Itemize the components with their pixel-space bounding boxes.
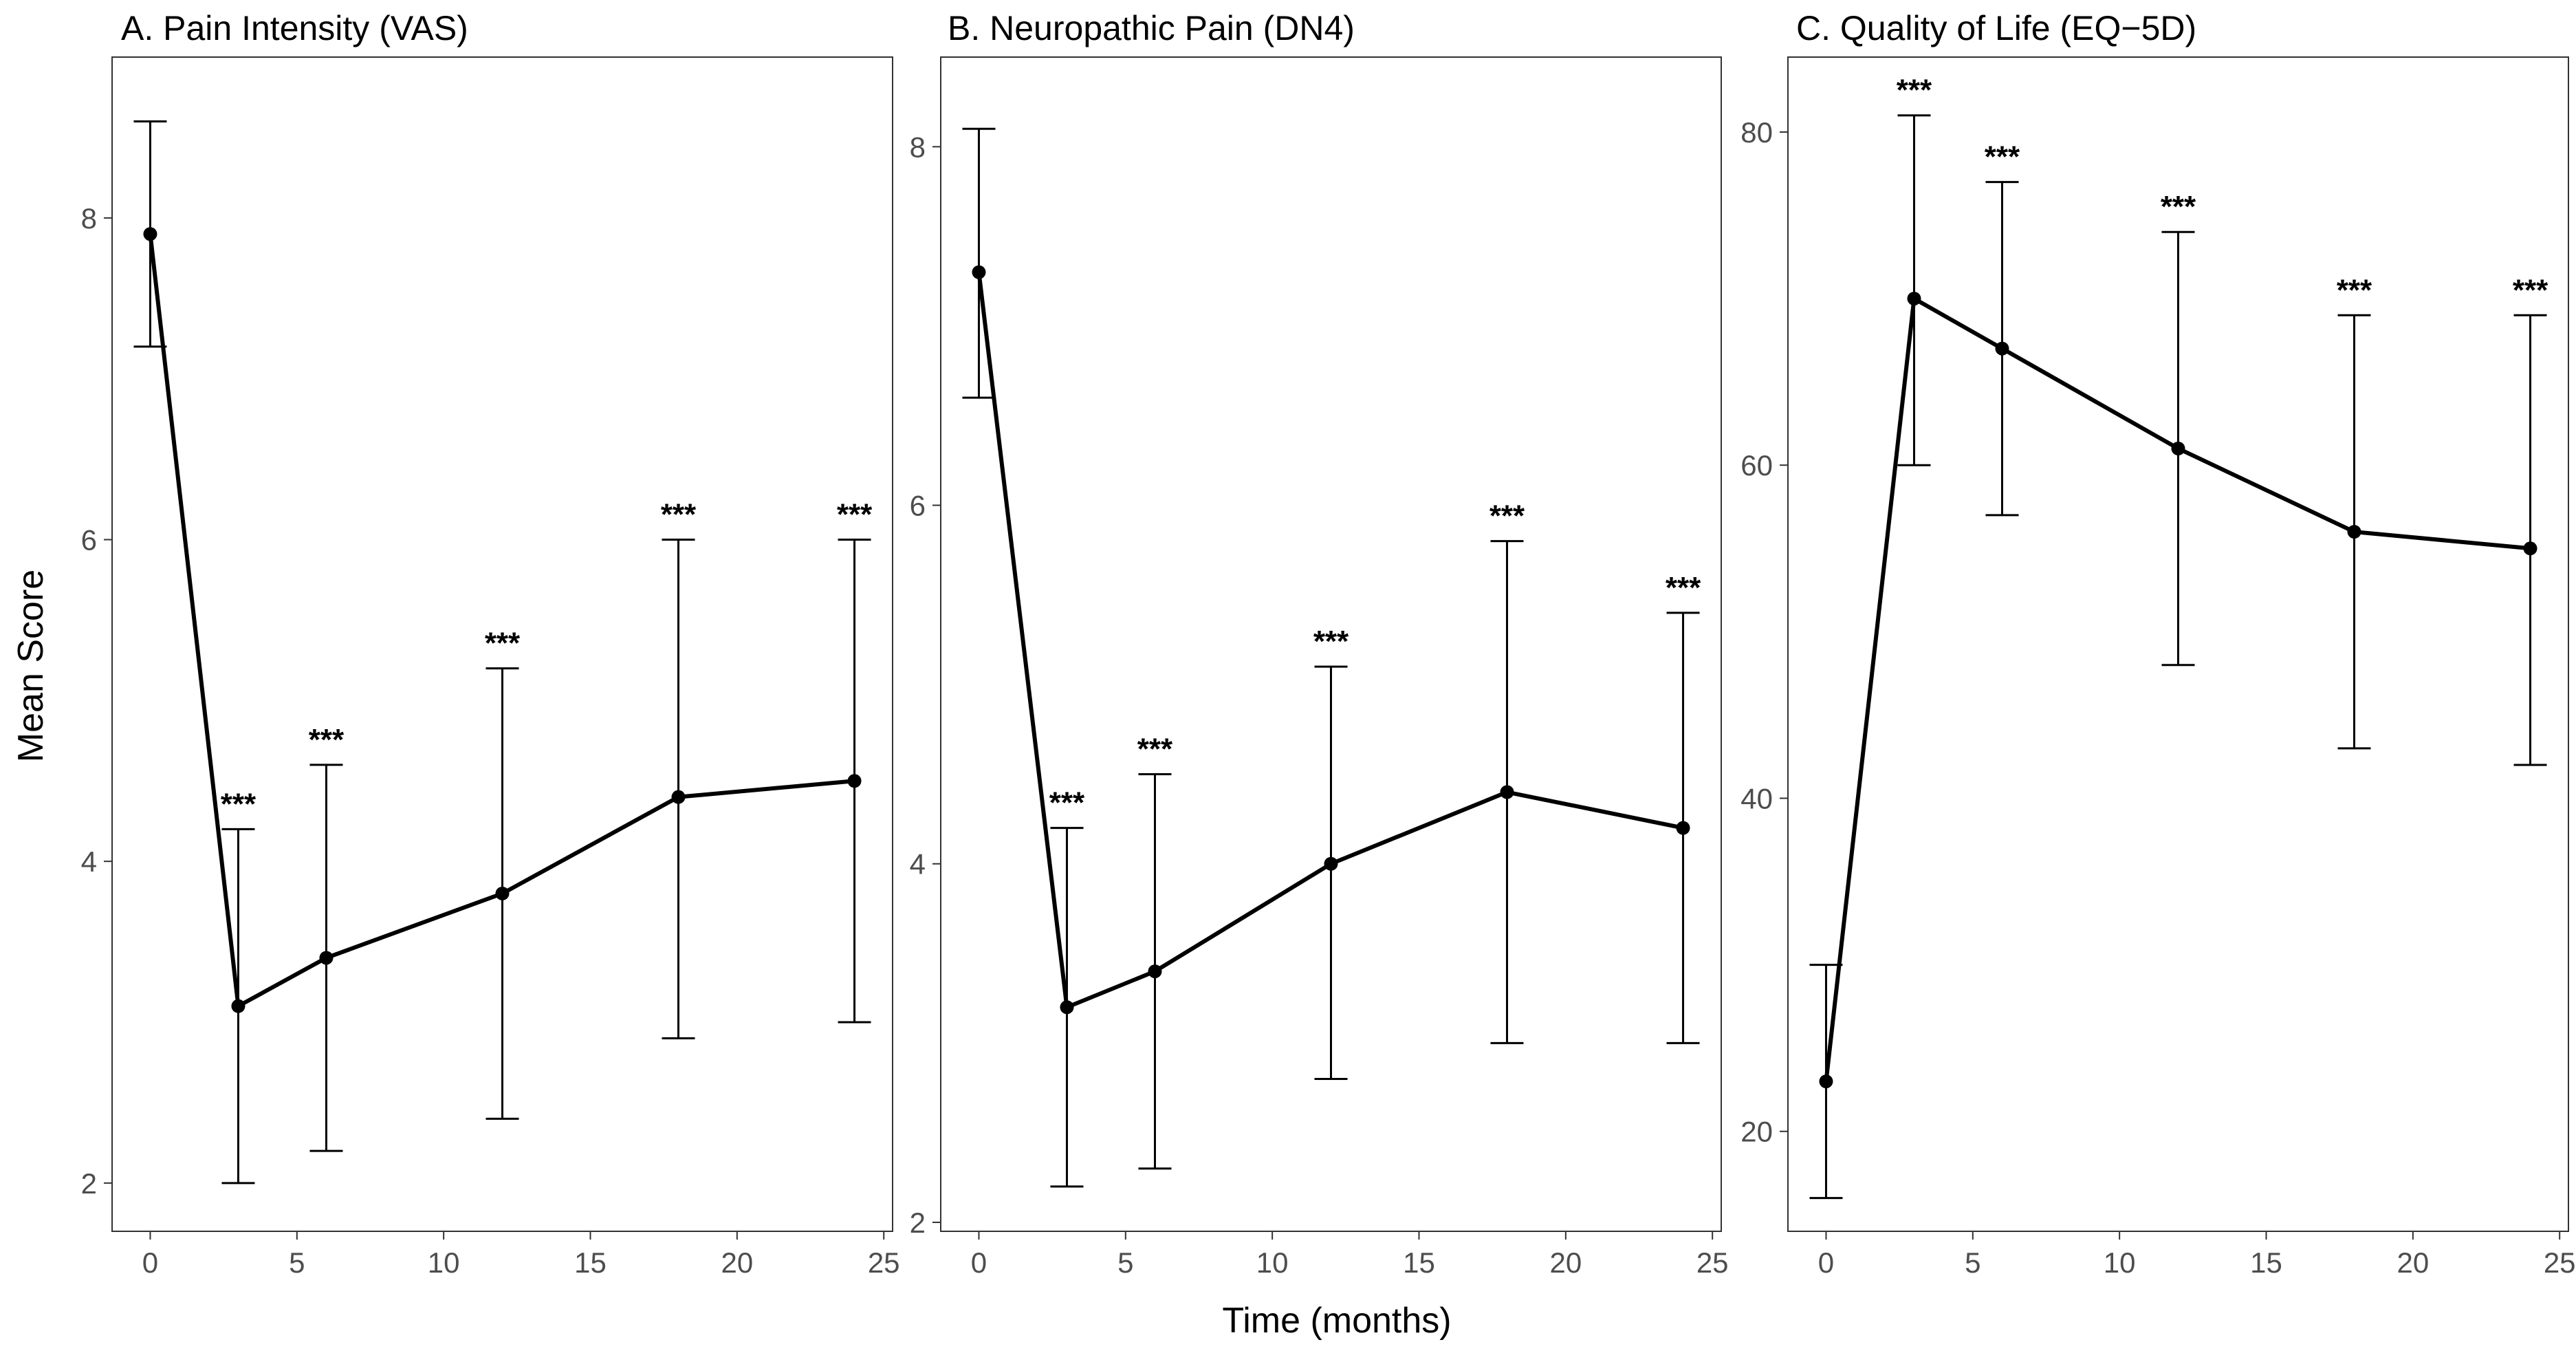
- panel-b-significance-label: ***: [1489, 499, 1525, 533]
- panel-a-significance-label: ***: [221, 787, 256, 821]
- panel-b-title: B. Neuropathic Pain (DN4): [948, 9, 1355, 47]
- panel-c-x-tick-label: 10: [2104, 1246, 2136, 1279]
- panel-b-x-tick-label: 5: [1117, 1246, 1133, 1279]
- panel-a-x-tick-label: 10: [428, 1246, 460, 1279]
- panel-a-data-point: [319, 951, 334, 965]
- panel-c-data-point: [1995, 341, 2009, 356]
- panel-b-frame: [940, 56, 1722, 1232]
- panel-c-error-bar: [2513, 314, 2547, 766]
- panel-a-data-point: [231, 999, 245, 1013]
- panel-a-y-tick-label: 2: [81, 1167, 97, 1200]
- panel-b: 0 5 10 15 20 25 2 4 6 8 *** *** *** *** ***: [910, 56, 1729, 1279]
- panel-b-data-point: [1324, 856, 1338, 871]
- panel-a-data-point: [495, 886, 510, 900]
- y-axis-label: Mean Score: [11, 570, 51, 762]
- x-axis-label: Time (months): [1222, 1301, 1451, 1341]
- panel-b-error-bar: [962, 127, 996, 399]
- panel-c: 0 5 10 15 20 25 20 40 60 80 *** *** *** *** ***: [1740, 56, 2576, 1279]
- panel-c-series-line: [1824, 296, 2531, 1082]
- panel-c-error-bar: [1897, 114, 1931, 466]
- panel-c-x-tick-label: 20: [2397, 1246, 2429, 1279]
- panel-b-y-tick-label: 2: [910, 1207, 926, 1239]
- panel-b-y-tick-label: 4: [910, 848, 926, 880]
- panel-a-significance-label: ***: [661, 498, 697, 532]
- panel-c-y-tick-label: 80: [1740, 116, 1773, 149]
- panel-b-error-bar: [1314, 665, 1348, 1080]
- panel-a-y-tick-label: 8: [81, 202, 97, 235]
- panel-c-data-point: [2171, 442, 2185, 455]
- panel-b-series-line: [976, 272, 1684, 1010]
- panel-a-data-point: [143, 227, 157, 241]
- panel-b-data-point: [1060, 1000, 1074, 1015]
- panel-b-data-point: [1148, 964, 1162, 979]
- panel-b-significance-label: ***: [1137, 732, 1173, 766]
- panel-c-y-tick-label: 20: [1740, 1116, 1773, 1148]
- panel-b-x-tick-label: 15: [1403, 1246, 1435, 1279]
- panel-a-significance-label: ***: [837, 498, 873, 532]
- panel-c-significance-label: ***: [1985, 140, 2020, 174]
- panel-b-significance-label: ***: [1666, 571, 1701, 605]
- panel-c-significance-label: ***: [1897, 74, 1932, 107]
- panel-b-y-tick-label: 6: [910, 490, 926, 522]
- panel-c-x-tick-label: 15: [2250, 1246, 2282, 1279]
- panel-a-x-tick-label: 20: [721, 1246, 753, 1279]
- panel-c-data-point: [1907, 292, 1921, 306]
- panel-a-error-bar: [662, 539, 695, 1039]
- panel-b-y-tick-label: 8: [910, 131, 926, 163]
- panel-c-significance-label: ***: [2161, 190, 2196, 224]
- panel-a-frame: [111, 56, 893, 1232]
- panel-c-data-point: [2347, 525, 2361, 539]
- panel-a-significance-label: ***: [485, 627, 521, 660]
- panel-c-significance-label: ***: [2513, 273, 2548, 307]
- panel-a: 0 5 10 15 20 25 2 4 6 8 *** *** *** *** ***: [81, 56, 900, 1279]
- panel-b-data-point: [972, 265, 986, 279]
- panel-b-data-point: [1676, 821, 1690, 835]
- panel-c-x-tick-label: 25: [2544, 1246, 2576, 1279]
- panel-a-y-tick-label: 6: [81, 524, 97, 556]
- panel-c-y-tick-label: 60: [1740, 449, 1773, 482]
- panel-b-x-tick-label: 25: [1696, 1246, 1729, 1279]
- panel-c-data-point: [1819, 1074, 1833, 1089]
- panel-a-significance-label: ***: [309, 723, 345, 757]
- panel-c-frame: [1787, 56, 2569, 1232]
- panel-a-x-tick-label: 5: [289, 1246, 305, 1279]
- panel-a-data-point: [847, 774, 862, 788]
- panel-c-data-point: [2523, 541, 2537, 556]
- panel-b-x-tick-label: 0: [971, 1246, 987, 1279]
- panel-a-title: A. Pain Intensity (VAS): [121, 9, 468, 47]
- panel-a-series-line: [148, 233, 855, 1008]
- panel-b-data-point: [1500, 785, 1514, 799]
- panel-a-x-tick-label: 25: [868, 1246, 900, 1279]
- panel-a-x-tick-label: 15: [574, 1246, 607, 1279]
- panel-c-x-tick-label: 0: [1818, 1246, 1834, 1279]
- panel-c-x-tick-label: 5: [1965, 1246, 1980, 1279]
- panel-c-y-tick-label: 40: [1740, 782, 1773, 814]
- panel-a-data-point: [671, 790, 686, 804]
- panel-b-significance-label: ***: [1313, 625, 1349, 658]
- panel-c-significance-label: ***: [2337, 273, 2372, 307]
- panel-b-significance-label: ***: [1049, 786, 1085, 820]
- panel-a-y-tick-label: 4: [81, 845, 97, 878]
- panel-a-x-tick-label: 0: [142, 1246, 158, 1279]
- panel-b-x-tick-label: 10: [1256, 1246, 1289, 1279]
- panel-c-title: C. Quality of Life (EQ−5D): [1796, 9, 2196, 47]
- panel-b-x-tick-label: 20: [1549, 1246, 1582, 1279]
